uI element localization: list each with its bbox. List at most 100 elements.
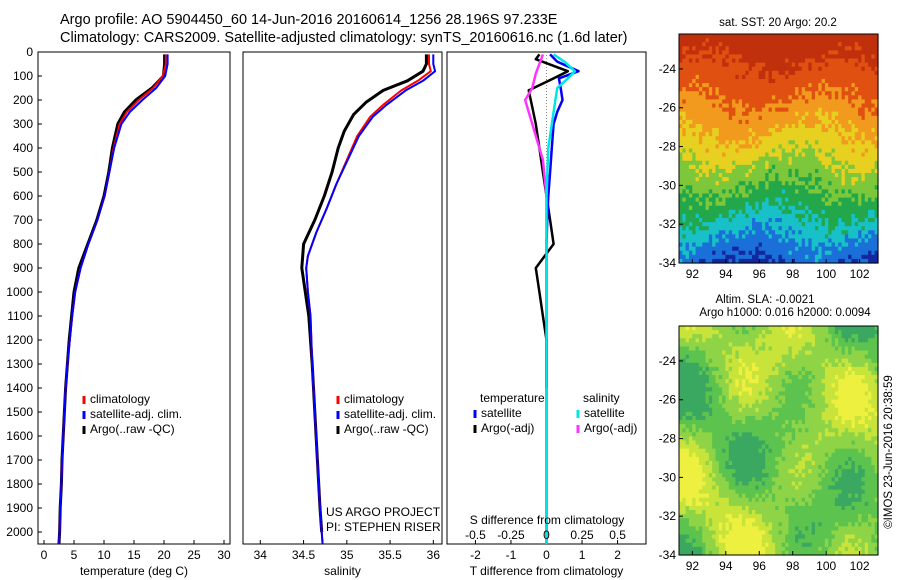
- difference-x-tick-label: 1: [579, 548, 586, 562]
- sla-map-lon-tick-label: 102: [850, 559, 870, 573]
- difference-x-axis-label: T difference from climatology: [470, 564, 624, 578]
- sst-map-lat-tick-label: -24: [659, 62, 677, 76]
- sla-map-lat-tick-label: -30: [659, 470, 677, 484]
- sst-map-lon-tick-label: 94: [719, 267, 733, 281]
- project-annotation: US ARGO PROJECT: [326, 505, 441, 519]
- legend-label: satellite: [481, 406, 522, 420]
- sst-map-frame: [678, 33, 879, 264]
- salinity-diff-tick-label: 0.25: [570, 528, 594, 542]
- temperature-frame: [37, 51, 231, 545]
- difference-x-tick-label: 0: [543, 548, 550, 562]
- legend-label: Argo(-adj): [584, 421, 637, 435]
- temperature-x-tick-label: 0: [41, 548, 48, 562]
- sst-map-title: sat. SST: 20 Argo: 20.2: [719, 17, 837, 29]
- sst-map-lon-tick-label: 96: [753, 267, 767, 281]
- sla-map-frame: [678, 325, 879, 556]
- legend-label: Argo(..raw -QC): [344, 422, 429, 436]
- imos-timestamp: ©IMOS 23-Jun-2016 20:38:59: [883, 375, 895, 529]
- depth-tick-label: 100: [13, 69, 33, 83]
- difference-x-tick-label: -1: [506, 548, 517, 562]
- difference-x-tick-label: -2: [470, 548, 481, 562]
- temperature-x-tick-label: 10: [97, 548, 111, 562]
- sst-map-lat-tick-label: -26: [659, 101, 677, 115]
- sst-map-lon-tick-label: 100: [816, 267, 836, 281]
- sst-map-lat-tick-label: -28: [659, 140, 677, 154]
- salinity-diff-tick-label: 0: [543, 528, 550, 542]
- sla-map-lon-tick-label: 94: [719, 559, 733, 573]
- sla-map-title: Altim. SLA: -0.0021: [715, 294, 814, 306]
- depth-tick-label: 1100: [7, 309, 33, 323]
- legend-label: Argo(..raw -QC): [90, 422, 175, 436]
- sla-map-lat-tick-label: -24: [659, 354, 677, 368]
- temperature-x-tick-label: 25: [187, 548, 201, 562]
- depth-tick-label: 1500: [6, 405, 33, 419]
- salinity-x-tick-label: 34.5: [292, 548, 316, 562]
- sla-map-lat-tick-label: -28: [659, 432, 677, 446]
- salinity-x-tick-label: 34: [254, 548, 268, 562]
- sst-map-lat-tick-label: -34: [659, 256, 677, 270]
- sst-map-lon-tick-label: 102: [850, 267, 870, 281]
- temperature-x-tick-label: 20: [157, 548, 171, 562]
- temperature-x-axis-label: temperature (deg C): [80, 564, 188, 578]
- difference-series-2: [545, 53, 577, 544]
- salinity-diff-tick-label: -0.5: [465, 528, 486, 542]
- legend-label: satellite: [584, 406, 625, 420]
- salinity-diff-axis-label: S difference from climatology: [470, 513, 625, 527]
- depth-tick-label: 300: [13, 117, 33, 131]
- depth-tick-label: 2000: [6, 525, 33, 539]
- depth-tick-label: 800: [13, 237, 33, 251]
- depth-tick-label: 600: [13, 189, 33, 203]
- depth-tick-label: 1900: [6, 501, 33, 515]
- depth-tick-label: 1800: [6, 477, 33, 491]
- temperature-x-tick-label: 15: [127, 548, 141, 562]
- depth-tick-label: 500: [13, 165, 33, 179]
- depth-tick-label: 700: [13, 213, 33, 227]
- salinity-x-tick-label: 36: [427, 548, 441, 562]
- depth-tick-label: 1700: [6, 453, 33, 467]
- depth-tick-label: 1200: [6, 333, 33, 347]
- salinity-x-tick-label: 35.5: [378, 548, 402, 562]
- depth-tick-label: 900: [13, 261, 33, 275]
- difference-x-tick-label: 2: [614, 548, 621, 562]
- sla-map-lat-tick-label: -26: [659, 393, 677, 407]
- salinity-diff-tick-label: 0.5: [609, 528, 626, 542]
- legend-label: satellite-adj. clim.: [90, 407, 182, 421]
- sla-map-lat-tick-label: -32: [659, 509, 677, 523]
- depth-tick-label: 1000: [6, 285, 33, 299]
- sla-map-lon-tick-label: 92: [686, 559, 700, 573]
- project-annotation: PI: STEPHEN RISER: [326, 520, 441, 534]
- salinity-series-1: [305, 54, 437, 544]
- legend-label: satellite-adj. clim.: [344, 407, 436, 421]
- legend-label: Argo(-adj): [481, 421, 534, 435]
- sst-map-lat-tick-label: -30: [659, 178, 677, 192]
- temperature-x-tick-label: 30: [217, 548, 231, 562]
- salinity-x-axis-label: salinity: [324, 564, 361, 578]
- sst-map-lon-tick-label: 98: [786, 267, 800, 281]
- legend-header-salinity: salinity: [583, 391, 620, 405]
- salinity-frame: [242, 51, 443, 545]
- sst-map-lon-tick-label: 92: [686, 267, 700, 281]
- salinity-series-0: [305, 54, 432, 544]
- sla-map-lon-tick-label: 98: [786, 559, 800, 573]
- difference-series-3: [523, 53, 548, 244]
- sla-map-raster: [679, 326, 879, 556]
- depth-tick-label: 1600: [6, 429, 33, 443]
- sla-map-lon-tick-label: 100: [816, 559, 836, 573]
- legend-label: climatology: [344, 392, 404, 406]
- depth-tick-label: 400: [13, 141, 33, 155]
- salinity-x-tick-label: 35: [340, 548, 354, 562]
- sla-map-lon-tick-label: 96: [753, 559, 767, 573]
- legend-header-temperature: temperature: [480, 391, 545, 405]
- sst-map-lat-tick-label: -32: [659, 217, 677, 231]
- sla-map-lat-tick-label: -34: [659, 548, 677, 562]
- sst-map-raster: [679, 34, 879, 264]
- depth-tick-label: 0: [26, 45, 33, 59]
- temperature-x-tick-label: 5: [71, 548, 78, 562]
- sla-map-subtitle: Argo h1000: 0.016 h2000: 0.0094: [699, 307, 871, 319]
- depth-tick-label: 1400: [6, 381, 33, 395]
- depth-tick-label: 1300: [6, 357, 33, 371]
- climatology-subtitle: Climatology: CARS2009. Satellite-adjuste…: [60, 30, 628, 46]
- salinity-diff-tick-label: -0.25: [497, 528, 525, 542]
- profile-title: Argo profile: AO 5904450_60 14-Jun-2016 …: [60, 12, 558, 28]
